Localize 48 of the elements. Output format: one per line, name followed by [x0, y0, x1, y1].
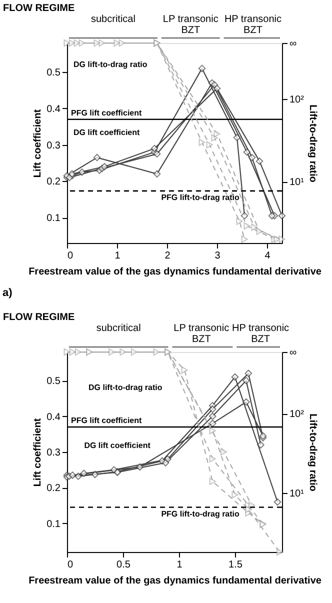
x-tick-label: 0.5 [116, 560, 131, 570]
annotation: DG lift coefficient [84, 441, 151, 450]
y2-tick-label: 10¹ [290, 177, 305, 188]
y-tick-label: 0.4 [46, 412, 61, 423]
y2-tick-label: 10² [290, 409, 305, 420]
x-tick-label: 1.5 [228, 560, 243, 570]
text: subcritical [96, 323, 141, 334]
y-tick-label: 0.2 [46, 483, 61, 494]
y-tick-label: 0.4 [46, 104, 61, 115]
y2-axis-title: Lift-to-drag ratio [306, 414, 318, 492]
y2-tick-label: ∞ [290, 38, 297, 50]
annotation: DG lift-to-drag ratio [73, 60, 148, 69]
x-axis-title: Freestream value of the gas dynamics fundamental derivative [28, 576, 322, 586]
y2-tick-label: 10² [290, 94, 305, 106]
text: HP transonic BZT [232, 323, 290, 345]
annotation: DG lift-to-drag ratio [88, 383, 162, 392]
text: LP transonic BZT [162, 14, 218, 36]
y-tick-label: 0.1 [46, 213, 61, 224]
y-tick-label: 0.5 [46, 376, 61, 388]
ref-line-label: PFG lift coefficient [71, 416, 142, 425]
ref-line-label: PFG lift-to-drag ratio [161, 192, 240, 202]
text: HP transonic BZT [224, 14, 282, 36]
y-tick-label: 0.3 [46, 448, 61, 458]
ref-line-label: PFG lift coefficient [71, 108, 142, 118]
y-tick-label: 0.1 [46, 518, 61, 530]
x-axis-title: Freestream value of the gas dynamics fundamental derivative [28, 266, 322, 278]
x-tick-label: 0 [68, 250, 74, 262]
chart-title: FLOW REGIME [3, 312, 75, 323]
ref-line-label: PFG lift-to-drag ratio [161, 509, 240, 518]
y2-tick-label: ∞ [290, 348, 297, 358]
x-tick-label: 0 [68, 560, 74, 570]
text: a) [2, 287, 13, 299]
y-axis-title: Lift coefficient [32, 108, 44, 178]
text: LP transonic BZT [174, 323, 230, 345]
annotation: DG lift coefficient [73, 128, 140, 137]
y-tick-label: 0.2 [46, 176, 61, 188]
y-tick-label: 0.5 [46, 68, 61, 79]
chart-title: FLOW REGIME [3, 3, 75, 14]
x-tick-label: 1 [114, 250, 121, 262]
x-tick-label: 2 [164, 250, 171, 262]
y2-axis-title: Lift-to-drag ratio [306, 104, 318, 182]
x-tick-label: 4 [264, 250, 271, 262]
x-tick-label: 3 [214, 250, 221, 262]
text: subcritical [90, 14, 136, 25]
y-axis-title: Lift coefficient [32, 418, 44, 487]
y2-tick-label: 10¹ [290, 488, 305, 500]
y-tick-label: 0.3 [46, 140, 61, 152]
x-tick-label: 1 [176, 560, 183, 570]
